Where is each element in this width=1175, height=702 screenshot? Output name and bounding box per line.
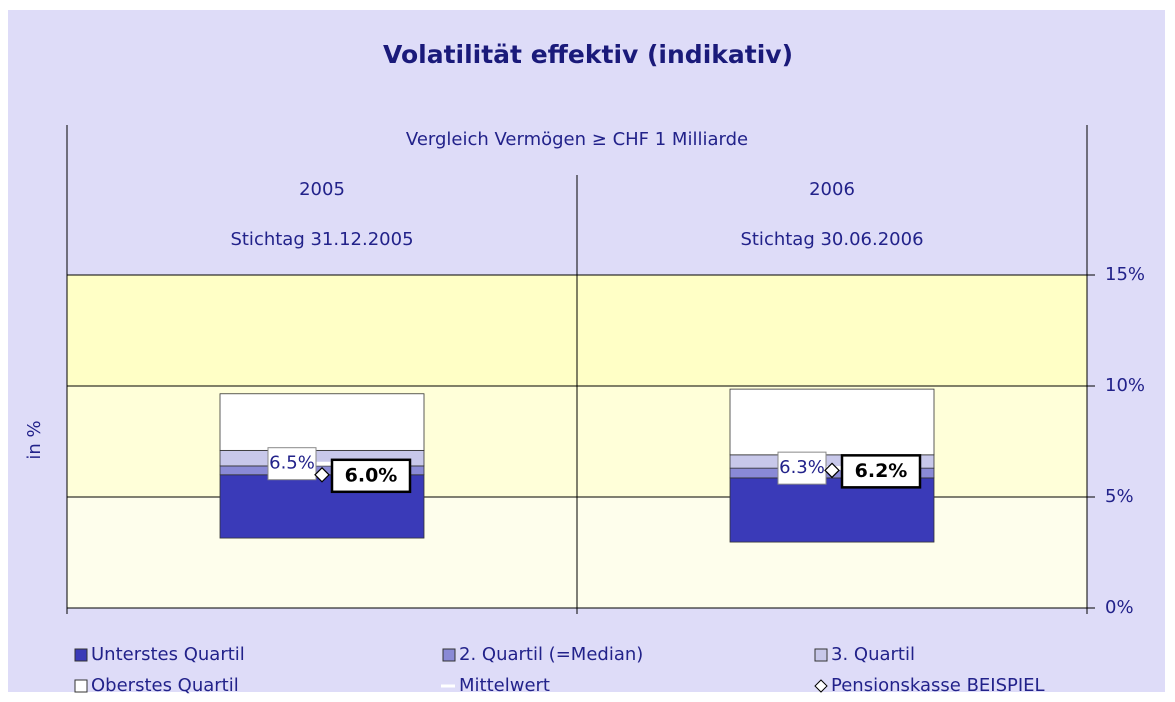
y-tick-label: 15% xyxy=(1105,264,1145,285)
category-date: Stichtag 30.06.2006 xyxy=(740,229,923,250)
legend-swatch xyxy=(74,679,88,693)
legend-swatch xyxy=(814,679,828,693)
label-box xyxy=(777,451,827,485)
chart-title: Volatilität effektiv (indikativ) xyxy=(383,40,793,69)
marker xyxy=(824,462,840,479)
label-box xyxy=(330,458,412,494)
y-tick-label: 0% xyxy=(1105,597,1134,618)
y-tick-label: 10% xyxy=(1105,375,1145,396)
marker xyxy=(314,466,330,483)
data-label: 6.0% xyxy=(345,464,398,486)
data-label: 6.5% xyxy=(269,453,315,474)
label-box xyxy=(840,454,922,489)
data-label: 6.2% xyxy=(855,460,908,482)
box-segment xyxy=(219,393,425,451)
legend-label: Mittelwert xyxy=(459,675,550,696)
legend-swatch xyxy=(814,648,828,662)
category-label: 2006 xyxy=(809,179,855,200)
legend-label: Unterstes Quartil xyxy=(91,644,245,665)
legend-label: 2. Quartil (=Median) xyxy=(459,644,643,665)
y-tick-label: 5% xyxy=(1105,486,1134,507)
label-box xyxy=(267,447,317,481)
y-axis-label: in % xyxy=(24,420,45,459)
box-segment xyxy=(729,388,935,456)
legend-label: 3. Quartil xyxy=(831,644,915,665)
category-label: 2005 xyxy=(299,179,345,200)
subtitle: Vergleich Vermögen ≥ CHF 1 Milliarde xyxy=(406,129,748,150)
category-date: Stichtag 31.12.2005 xyxy=(230,229,413,250)
data-label: 6.3% xyxy=(779,457,825,478)
legend-label: Oberstes Quartil xyxy=(91,675,239,696)
legend-swatch xyxy=(74,648,88,662)
legend-label: Pensionskasse BEISPIEL xyxy=(831,675,1045,696)
legend-swatch xyxy=(442,648,456,662)
